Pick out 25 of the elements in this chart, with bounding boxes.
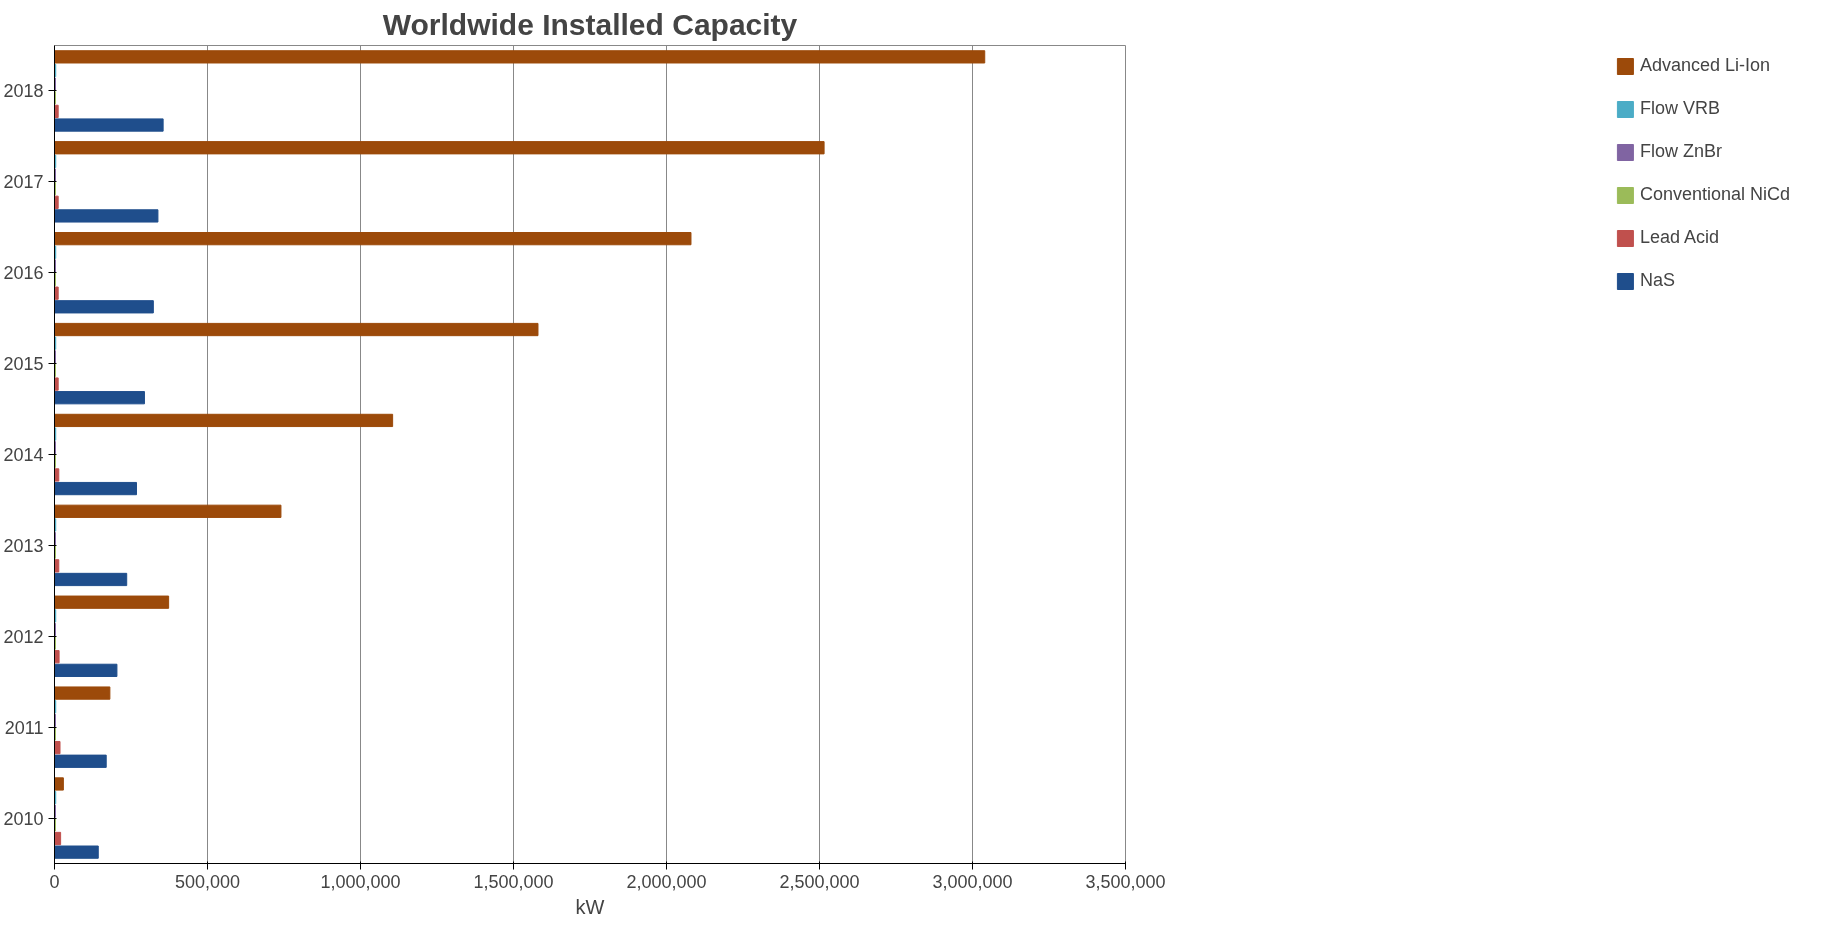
chart-title: Worldwide Installed Capacity <box>382 7 798 41</box>
legend-label: Flow VRB <box>1639 98 1720 119</box>
y-tick-label: 2010 <box>3 808 44 829</box>
y-tick-label: 2015 <box>3 354 44 375</box>
y-tick-label: 2013 <box>3 535 44 556</box>
y-tick-label: 2016 <box>3 263 44 284</box>
x-tick-label: 2,500,000 <box>779 871 860 892</box>
x-tick-label: 3,000,000 <box>932 871 1013 892</box>
x-tick-label: 1,000,000 <box>320 871 401 892</box>
x-tick-label: 0 <box>49 871 60 892</box>
x-tick-label: 500,000 <box>174 871 241 892</box>
legend-label: NaS <box>1639 270 1675 291</box>
legend-label: Conventional NiCd <box>1639 184 1790 205</box>
x-tick-label: 3,500,000 <box>1085 871 1166 892</box>
x-tick-label: 2,000,000 <box>626 871 707 892</box>
x-tick-label: 1,500,000 <box>473 871 554 892</box>
y-tick-label: 2014 <box>3 445 44 465</box>
y-tick-label: 2011 <box>4 717 44 738</box>
y-tick-label: 2012 <box>3 626 44 647</box>
legend-label: Flow ZnBr <box>1639 141 1722 162</box>
legend-label: Lead Acid <box>1639 227 1719 248</box>
y-tick-label: 2018 <box>3 81 44 102</box>
x-axis-title: kW <box>575 895 605 918</box>
y-tick-label: 2017 <box>3 172 44 193</box>
legend-label: Advanced Li-Ion <box>1639 55 1770 76</box>
